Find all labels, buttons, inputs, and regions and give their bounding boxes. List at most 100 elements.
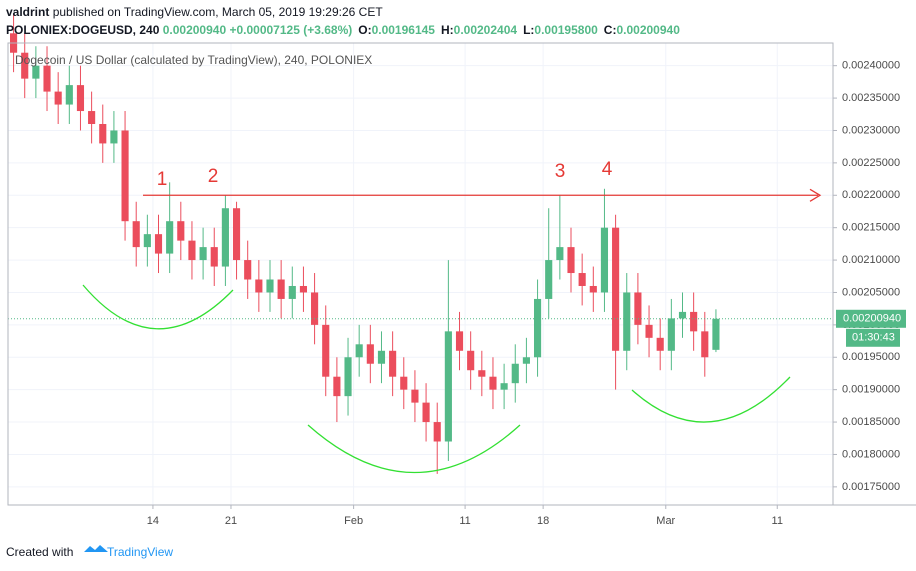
- candle-body: [478, 370, 486, 377]
- ohlc-value: 0.00196145: [372, 23, 436, 37]
- y-tick-label: 0.00225000: [842, 157, 900, 169]
- candle-body: [589, 285, 597, 293]
- candle-body: [88, 111, 96, 124]
- ohlc-value: 0.00202404: [454, 23, 518, 37]
- last-price-label: 0.00200940: [843, 313, 901, 325]
- candle-body: [444, 331, 452, 442]
- candle-body: [500, 383, 508, 390]
- candle-body: [690, 311, 698, 332]
- candle-body: [533, 298, 542, 358]
- footer-brand: TradingView: [107, 545, 173, 559]
- candle-body: [76, 85, 85, 112]
- candle-body: [389, 350, 397, 377]
- footer-text: Created with: [6, 545, 73, 559]
- y-tick-label: 0.00195000: [842, 351, 900, 363]
- candle-body: [701, 331, 709, 358]
- candle-body: [299, 285, 308, 293]
- y-tick-label: 0.00220000: [842, 189, 900, 201]
- candle-body: [355, 344, 363, 358]
- x-tick-label: Mar: [656, 515, 675, 527]
- candle-body: [110, 130, 118, 144]
- candle-body: [422, 402, 430, 423]
- candle-body: [612, 227, 620, 351]
- candle-body: [455, 331, 464, 351]
- candle-body: [21, 52, 29, 79]
- y-tick-label: 0.00175000: [842, 481, 900, 493]
- x-tick-label: Feb: [344, 515, 363, 527]
- candle-body: [556, 247, 564, 261]
- x-tick-label: 14: [147, 515, 159, 527]
- candle-body: [166, 221, 174, 254]
- candle-body: [288, 285, 296, 299]
- candle-body: [433, 422, 441, 442]
- candle-body: [645, 324, 653, 338]
- countdown-box: [846, 328, 900, 347]
- x-tick-label: 11: [772, 515, 783, 527]
- candle-body: [221, 208, 229, 267]
- candle-body: [143, 234, 151, 248]
- ohlc-label: H:: [441, 23, 454, 37]
- candle-body: [400, 376, 408, 390]
- candle-body: [600, 227, 609, 293]
- candle-body: [623, 292, 631, 351]
- ohlc-value: 0.00195800: [534, 23, 598, 37]
- annotation: 2: [208, 166, 219, 187]
- x-tick-label: 21: [225, 515, 237, 527]
- annotation: 3: [555, 161, 566, 182]
- candle-body: [333, 376, 341, 397]
- candle-body: [377, 350, 386, 364]
- y-tick-label: 0.00240000: [842, 60, 900, 72]
- candle-body: [121, 130, 129, 222]
- candle-body: [277, 279, 285, 299]
- pattern-arc: [82, 284, 234, 330]
- y-tick-label: 0.00185000: [842, 416, 900, 428]
- y-tick-label: 0.00235000: [842, 92, 900, 104]
- candle-body: [634, 292, 642, 325]
- candle-body: [266, 279, 274, 293]
- arrow-head: [809, 188, 822, 202]
- last-price-box: [836, 309, 906, 328]
- candle-body: [411, 389, 419, 403]
- symbol: POLONIEX:DOGEUSD, 240: [6, 23, 160, 37]
- candle-body: [188, 240, 196, 261]
- legend: Dogecoin / US Dollar (calculated by Trad…: [15, 53, 372, 67]
- y-tick-label: 0.00205000: [842, 286, 900, 298]
- candle-body: [545, 260, 553, 299]
- candle-body: [255, 279, 263, 293]
- publisher: valdrint: [6, 5, 49, 19]
- published: published on TradingView.com, March 05, …: [53, 5, 384, 19]
- candle-body: [522, 357, 530, 364]
- x-tick-label: 11: [459, 515, 470, 527]
- pattern-arc: [307, 424, 521, 473]
- countdown: 01:30:43: [852, 332, 895, 344]
- ohlc-label: C:: [604, 23, 617, 37]
- candle-body: [199, 247, 207, 261]
- x-tick-label: 18: [537, 515, 549, 527]
- annotation: 4: [602, 159, 613, 180]
- annotation: 1: [157, 169, 168, 190]
- candle-body: [99, 123, 107, 144]
- change: +0.00007125 (+3.68%): [229, 23, 352, 37]
- candle-body: [656, 337, 664, 351]
- candle-body: [65, 85, 73, 105]
- candle-body: [32, 65, 40, 79]
- candle-body: [132, 221, 140, 248]
- candle-body: [667, 318, 675, 351]
- candle-body: [712, 318, 720, 350]
- candle-body: [154, 234, 163, 254]
- pattern-arc: [631, 376, 791, 423]
- candle-body: [344, 357, 352, 397]
- header-line: valdrint published on TradingView.com, M…: [6, 5, 383, 19]
- symbol-line: POLONIEX:DOGEUSD, 240 0.00200940 +0.0000…: [6, 23, 680, 37]
- last: 0.00200940: [163, 23, 227, 37]
- ohlc-value: 0.00200940: [616, 23, 680, 37]
- candle-body: [322, 324, 330, 377]
- logo: [84, 545, 108, 552]
- candle-body: [311, 292, 319, 325]
- candle-body: [567, 247, 575, 274]
- candle-body: [244, 260, 252, 280]
- candle-body: [43, 65, 51, 92]
